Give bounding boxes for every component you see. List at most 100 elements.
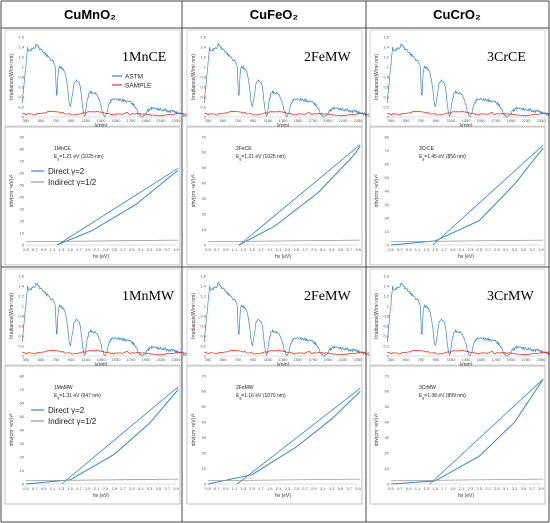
- astm-series: [21, 282, 188, 357]
- irradiance-frame: [369, 29, 546, 127]
- irradiance-xtick: 550: [38, 357, 45, 362]
- legend-astm-label: ASTM: [125, 74, 143, 81]
- irradiance-ytick: 0.4: [200, 333, 206, 338]
- irradiance-xtick: 1950: [507, 357, 517, 362]
- tauc-sample-label: 2FeCE: [236, 146, 252, 152]
- indirect-series: [25, 239, 179, 243]
- tauc-chart: 0 10 20 30 40 50 60 70 80 0.5 0.7 0.9 1.1 1.3 1.5 1.7 1.…: [4, 365, 181, 505]
- direct-series: [207, 391, 361, 485]
- irradiance-xlabel: λ(nm): [277, 362, 290, 368]
- tauc-xlabel: hv (eV): [458, 493, 474, 499]
- irradiance-xtick: 1550: [112, 118, 122, 123]
- indirect-series: [390, 478, 544, 482]
- irradiance-ylabel: Irradiance(W/m².nm): [191, 54, 197, 100]
- irradiance-xtick: 1350: [279, 118, 289, 123]
- irradiance-ytick: 1.4: [200, 283, 206, 288]
- tauc-xtick: 2.9: [311, 486, 317, 491]
- tauc-xtick: 2.3: [468, 486, 474, 491]
- tauc-xtick: 1.9: [450, 247, 456, 252]
- irradiance-xtick: 750: [418, 118, 425, 123]
- irradiance-xtick: 550: [403, 118, 410, 123]
- tauc-xtick: 1.9: [450, 486, 456, 491]
- tauc-sample-label: 3CrCE: [419, 146, 435, 152]
- legend-indirect-label: Indirect γ=1/2: [48, 417, 97, 426]
- irradiance-xtick: 1950: [142, 118, 152, 123]
- irradiance-chart: 0 0.2 0.4 0.6 0.8 1 1.2 1.4 1.6 350 550 750 950 1150 1…: [186, 29, 370, 129]
- tauc-xtick: 3.3: [512, 486, 518, 491]
- tauc-xtick: 3.3: [147, 486, 153, 491]
- sample-series: [387, 349, 550, 356]
- irradiance-xtick: 1150: [82, 357, 91, 362]
- tauc-xtick: 3.5: [338, 486, 344, 491]
- tauc-xtick: 0.7: [397, 247, 403, 252]
- irradiance-xlabel: λ(nm): [95, 123, 108, 129]
- irradiance-ytick: 0.2: [383, 343, 389, 348]
- irradiance-ytick: 0.4: [383, 333, 389, 338]
- irradiance-chart: 0 0.2 0.4 0.6 0.8 1 1.2 1.4 1.6 350 550 750 950 1150 1…: [4, 29, 188, 129]
- irradiance-xtick: 2150: [522, 118, 532, 123]
- tauc-xtick: 3.5: [521, 486, 527, 491]
- irradiance-ytick: 0.2: [18, 104, 24, 109]
- tauc-ytick: 20: [385, 215, 390, 220]
- tauc-xtick: 0.7: [214, 486, 220, 491]
- irradiance-ytick: 0.8: [18, 74, 24, 79]
- tauc-xtick: 0.5: [388, 486, 394, 491]
- irradiance-ylabel: Irradiance(W/m².nm): [9, 293, 15, 339]
- sample-series: [204, 110, 370, 117]
- tauc-xtick: 2.5: [293, 486, 299, 491]
- tauc-xtick: 0.9: [223, 247, 229, 252]
- irradiance-frame: [369, 268, 546, 366]
- tauc-ytick: 30: [20, 206, 25, 211]
- tauc-eg-label: Eg=1.21 eV (1025 nm): [54, 154, 104, 161]
- tauc-xtick: 3.9: [538, 486, 544, 491]
- tauc-xtick: 3.7: [529, 486, 535, 491]
- tauc-sample-label: 3CrMW: [419, 385, 436, 391]
- irradiance-xtick: 750: [235, 118, 242, 123]
- tauc-xtick: 1.1: [232, 247, 238, 252]
- panel-1mnce: 0 0.2 0.4 0.6 0.8 1 1.2 1.4 1.6 350 550 750 950 1150 1…: [4, 29, 188, 266]
- tauc-xtick: 2.1: [276, 247, 282, 252]
- irradiance-ytick: 0: [22, 114, 25, 119]
- irradiance-sample-label: 3CrCE: [487, 50, 526, 65]
- irradiance-ytick: 0.8: [200, 74, 206, 79]
- irradiance-ytick: 0.2: [200, 343, 206, 348]
- irradiance-xtick: 950: [250, 357, 257, 362]
- tauc-xtick: 2.3: [103, 247, 109, 252]
- astm-series: [203, 42, 370, 118]
- tauc-xlabel: hv (eV): [275, 254, 291, 260]
- tauc-xtick: 2.7: [302, 247, 308, 252]
- tauc-xtick: 0.7: [32, 247, 38, 252]
- tauc-ylabel: αhv(cm⁻¹eV)¹⁄²: [9, 413, 15, 446]
- tauc-xtick: 1.3: [241, 247, 247, 252]
- tauc-xtick: 3.3: [147, 247, 153, 252]
- irradiance-ytick: 1.4: [200, 44, 206, 49]
- irradiance-ylabel: Irradiance(W/m².nm): [374, 54, 380, 100]
- irradiance-xtick: 1350: [279, 357, 289, 362]
- tauc-xtick: 1.3: [59, 486, 65, 491]
- tauc-xtick: 2.9: [311, 247, 317, 252]
- tauc-xtick: 3.7: [346, 486, 352, 491]
- tauc-ytick: 20: [202, 450, 207, 455]
- irradiance-xtick: 2150: [522, 357, 532, 362]
- tauc-xtick: 3.1: [320, 486, 326, 491]
- tauc-xtick: 1.7: [258, 486, 264, 491]
- tauc-xtick: 1.1: [415, 247, 421, 252]
- irradiance-xtick: 2350: [537, 357, 547, 362]
- tauc-ytick: 60: [202, 150, 207, 155]
- irradiance-xtick: 1550: [112, 357, 122, 362]
- irradiance-xtick: 950: [250, 118, 257, 123]
- tauc-xtick: 1.5: [67, 247, 73, 252]
- direct-series: [56, 170, 179, 246]
- direct-tangent-line: [432, 144, 544, 246]
- tauc-ytick: 0: [204, 242, 207, 247]
- tauc-xtick: 3.7: [164, 247, 170, 252]
- tauc-xtick: 0.9: [41, 247, 47, 252]
- tauc-xtick: 3.9: [173, 247, 179, 252]
- tauc-xtick: 3.1: [503, 247, 509, 252]
- panel-2femw: 0 0.2 0.4 0.6 0.8 1 1.2 1.4 1.6 350 550 750 950 1150 1…: [186, 268, 370, 505]
- irradiance-xtick: 350: [205, 357, 212, 362]
- tauc-sample-label: 2FeMW: [236, 385, 254, 391]
- tauc-ytick: 20: [20, 454, 25, 459]
- tauc-ytick: 80: [20, 373, 25, 378]
- legend-direct-label: Direct γ=2: [48, 167, 85, 176]
